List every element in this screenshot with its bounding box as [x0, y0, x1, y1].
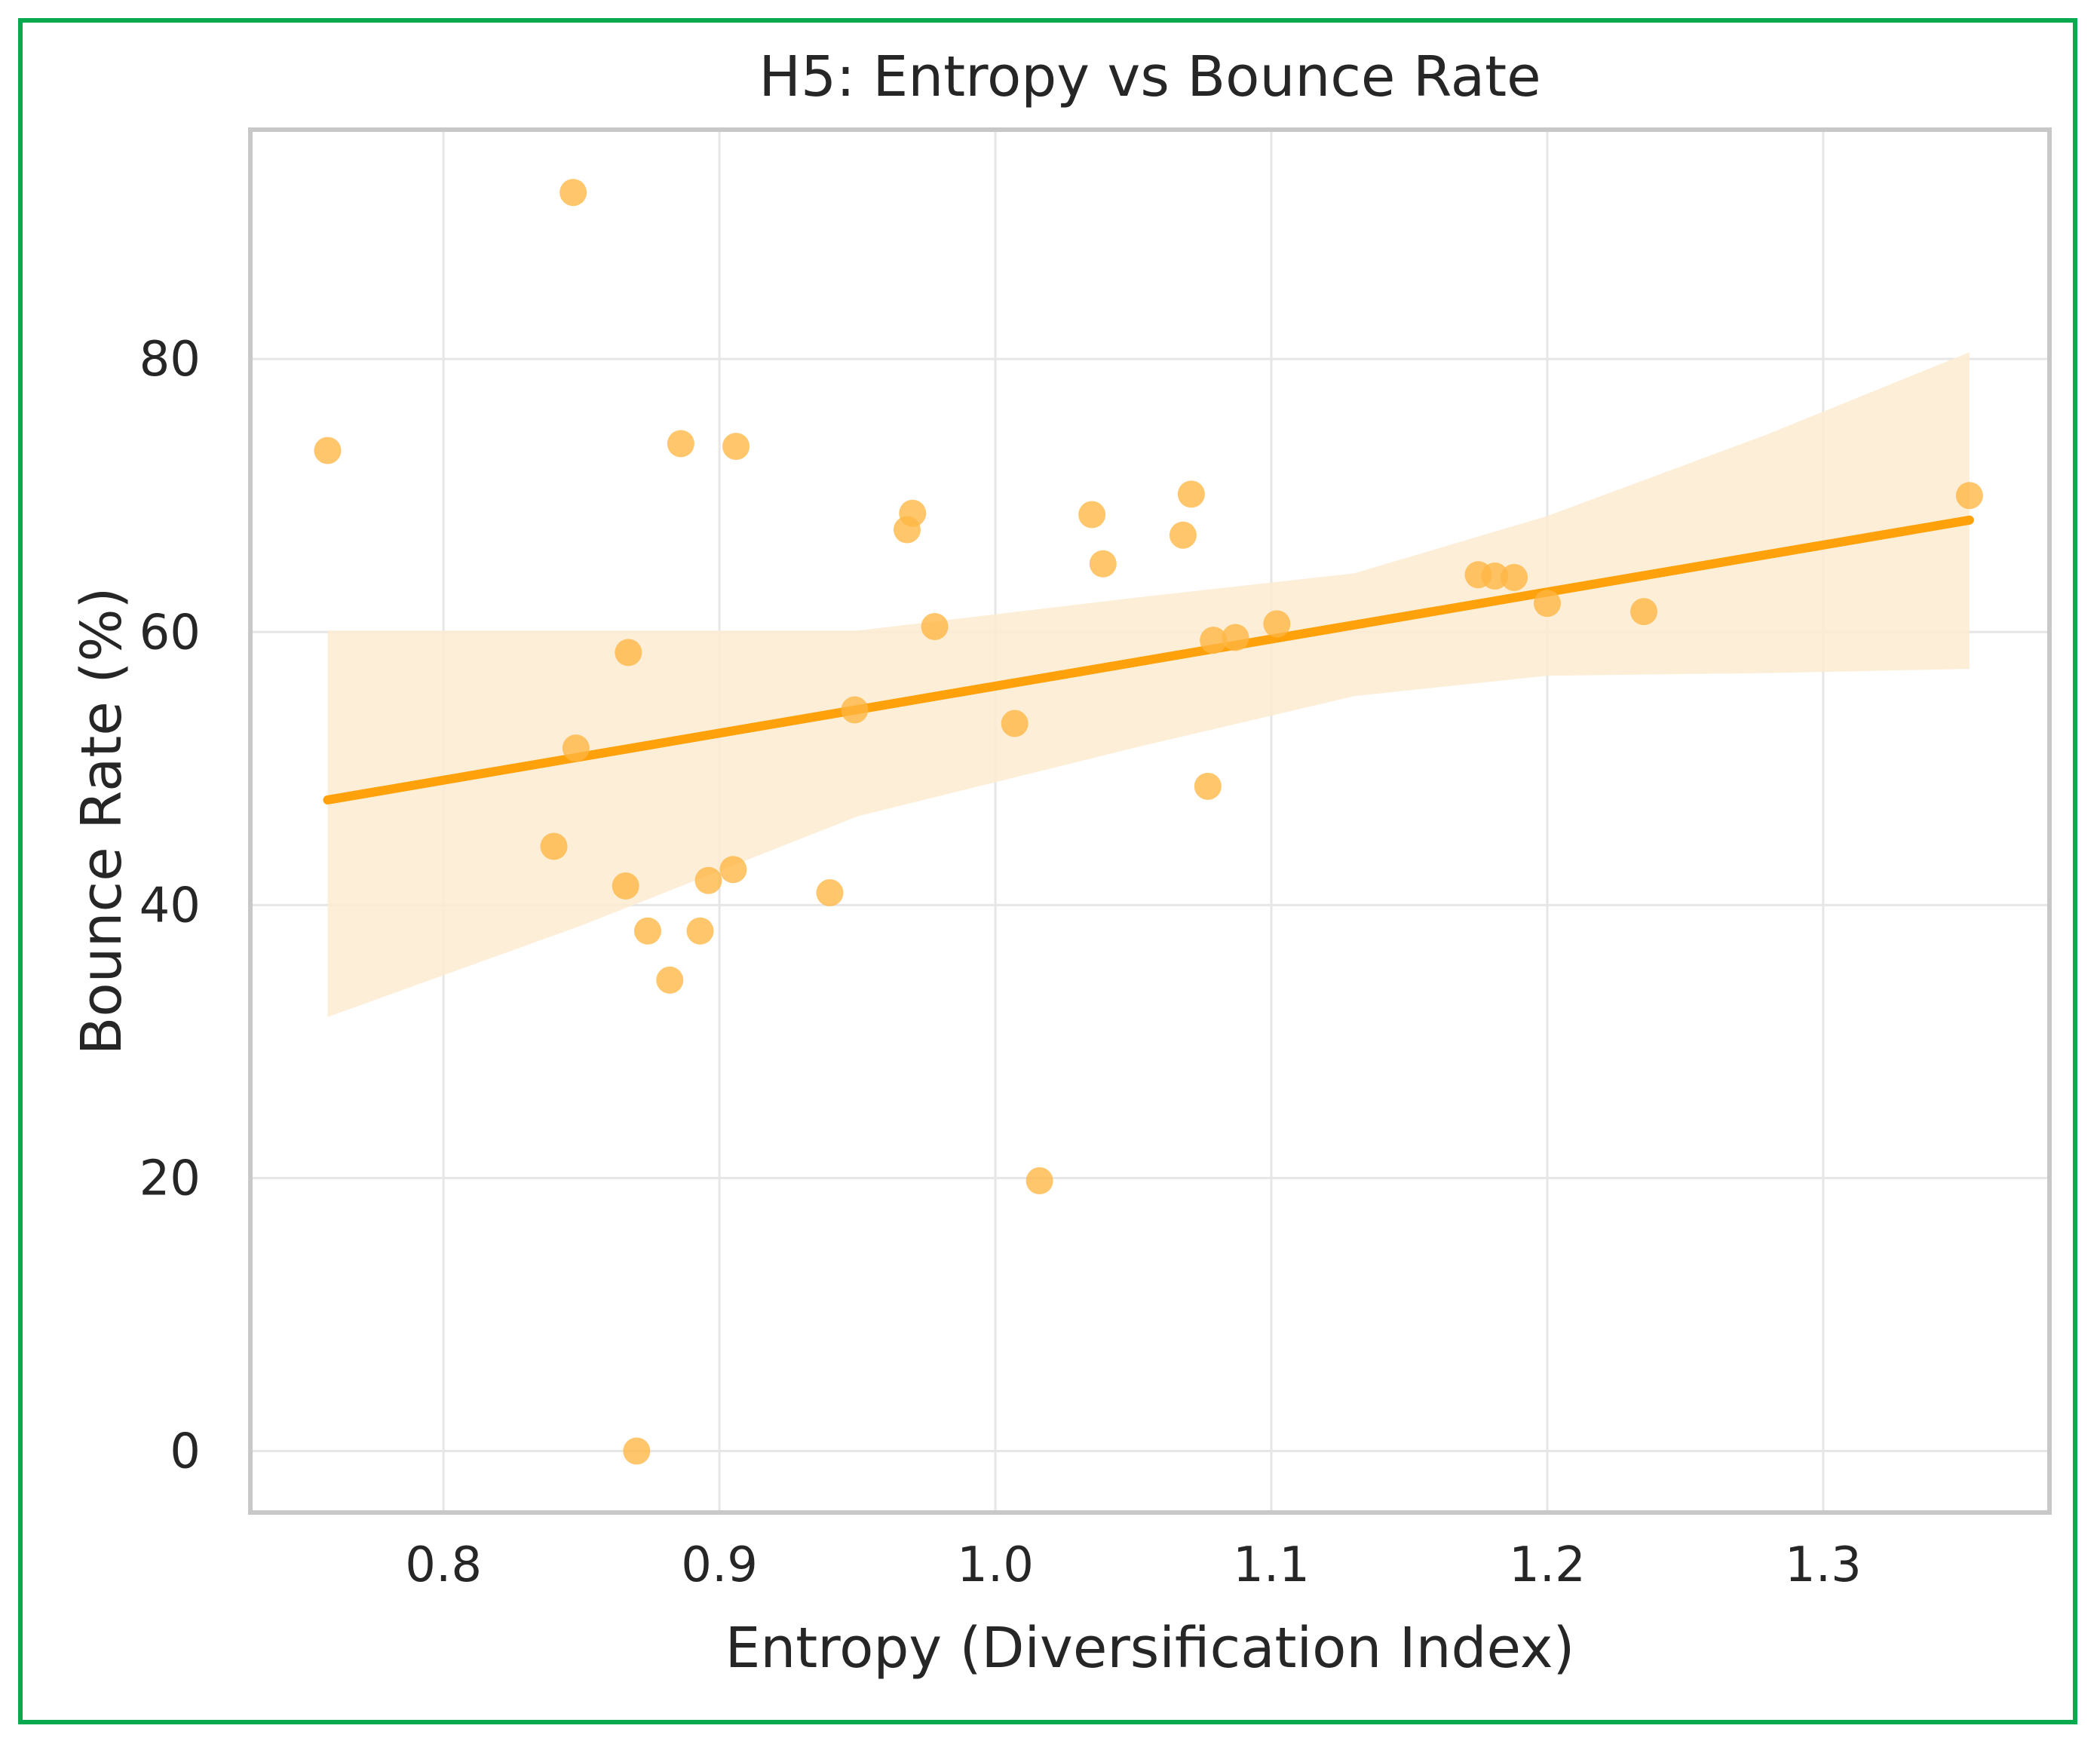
y-tick-label: 20 — [139, 1151, 201, 1206]
data-point — [612, 872, 639, 900]
data-point — [314, 437, 342, 464]
x-tick-label: 1.0 — [957, 1537, 1034, 1593]
data-point — [921, 613, 949, 641]
data-point — [1481, 562, 1509, 590]
y-tick-label: 40 — [139, 878, 201, 933]
data-point — [899, 499, 927, 527]
data-point — [1630, 598, 1658, 626]
data-point — [816, 879, 844, 907]
x-axis-label: Entropy (Diversification Index) — [725, 1616, 1575, 1681]
confidence-band — [327, 352, 1970, 1017]
chart-title: H5: Entropy vs Bounce Rate — [759, 44, 1541, 109]
data-point — [1533, 590, 1561, 618]
data-point — [1501, 563, 1528, 591]
data-point — [562, 734, 590, 762]
regression-line — [323, 515, 1974, 805]
data-point — [1078, 501, 1106, 529]
plot-area-border — [248, 127, 2052, 1515]
x-tick-label: 1.2 — [1509, 1537, 1586, 1593]
y-tick-label: 60 — [139, 605, 201, 660]
y-axis-label: Bounce Rate (%) — [69, 587, 134, 1056]
data-point — [841, 696, 869, 724]
data-point — [1263, 610, 1291, 638]
chart-frame: 0.8 0.9 1.0 1.1 1.2 1.3 0 20 40 60 80 H5: Entropy… — [18, 18, 2077, 1724]
data-point — [667, 430, 694, 458]
data-point — [540, 832, 568, 860]
data-point — [686, 917, 714, 945]
data-point — [722, 433, 750, 461]
scatter-chart: 0.8 0.9 1.0 1.1 1.2 1.3 0 20 40 60 80 H5: Entropy… — [69, 44, 2052, 1681]
data-point — [1177, 480, 1205, 508]
data-point — [623, 1437, 651, 1465]
x-tick-label: 0.9 — [681, 1537, 758, 1593]
data-point — [1200, 627, 1228, 654]
data-point — [656, 966, 684, 994]
data-point — [615, 639, 642, 667]
data-point — [1194, 772, 1222, 800]
x-tick-label: 1.3 — [1785, 1537, 1862, 1593]
data-point — [1222, 624, 1249, 651]
data-point — [1089, 550, 1117, 578]
data-point — [1955, 482, 1983, 510]
y-tick-label: 80 — [139, 332, 201, 388]
x-tick-label: 0.8 — [405, 1537, 482, 1593]
x-tick-label: 1.1 — [1233, 1537, 1310, 1593]
data-point — [1001, 710, 1029, 737]
data-point — [694, 866, 722, 894]
data-point — [1025, 1167, 1053, 1195]
y-tick-label: 0 — [170, 1424, 201, 1480]
data-point — [559, 179, 587, 207]
data-point — [1169, 521, 1197, 549]
data-point — [633, 917, 661, 945]
data-point — [719, 856, 747, 884]
